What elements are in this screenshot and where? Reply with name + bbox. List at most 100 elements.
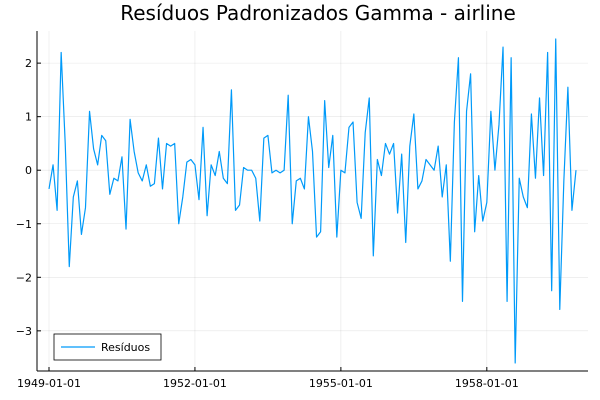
data-point [433, 169, 435, 171]
data-point [575, 169, 577, 171]
x-tick-label: 1958-01-01 [455, 377, 519, 390]
data-point [352, 121, 354, 123]
data-point [73, 196, 75, 198]
data-point [154, 183, 156, 185]
data-point [445, 164, 447, 166]
data-point [210, 164, 212, 166]
data-point [547, 52, 549, 54]
data-point [498, 124, 500, 126]
data-point [385, 143, 387, 145]
data-point [437, 145, 439, 147]
data-point [555, 38, 557, 40]
data-point [563, 180, 565, 182]
data-point [340, 169, 342, 171]
data-point [105, 140, 107, 142]
data-point [543, 175, 545, 177]
data-point [141, 180, 143, 182]
y-tick-label: 1 [25, 111, 32, 124]
data-point [97, 164, 99, 166]
data-point [287, 94, 289, 96]
data-point [405, 242, 407, 244]
data-point [85, 207, 87, 209]
data-point [170, 145, 172, 147]
data-point [117, 180, 119, 182]
data-point [389, 153, 391, 155]
data-point [283, 169, 285, 171]
data-point [482, 220, 484, 222]
data-point [421, 180, 423, 182]
data-point [470, 73, 472, 75]
data-point [551, 290, 553, 292]
data-point [145, 164, 147, 166]
data-point [198, 199, 200, 201]
data-point [300, 177, 302, 179]
data-point [129, 119, 131, 121]
data-point [466, 111, 468, 113]
data-point [348, 127, 350, 129]
data-point [368, 97, 370, 99]
data-point [514, 362, 516, 364]
data-point [486, 202, 488, 204]
data-point [462, 301, 464, 303]
data-point [377, 159, 379, 161]
data-point [527, 207, 529, 209]
data-point [77, 180, 79, 182]
data-point [206, 215, 208, 217]
data-point [494, 169, 496, 171]
data-point [251, 169, 253, 171]
data-point [450, 260, 452, 262]
data-point [174, 143, 176, 145]
y-tick-label: −2 [16, 271, 32, 284]
data-point [186, 161, 188, 163]
data-point [182, 196, 184, 198]
data-point [202, 127, 204, 129]
y-tick-label: −1 [16, 218, 32, 231]
data-point [409, 145, 411, 147]
data-point [158, 137, 160, 139]
data-point [401, 153, 403, 155]
data-point [490, 111, 492, 113]
data-point [312, 151, 314, 153]
data-point [429, 164, 431, 166]
data-point [506, 301, 508, 303]
data-point [279, 172, 281, 174]
data-point [308, 116, 310, 118]
data-point [344, 172, 346, 174]
data-point [214, 175, 216, 177]
data-point [259, 220, 261, 222]
x-tick-label: 1952-01-01 [163, 377, 227, 390]
data-point [567, 86, 569, 88]
axes: −3 −2 −1 0 1 2 1949-01-01 1952-01-01 1955-01-01 1… [16, 31, 588, 390]
data-point [227, 183, 229, 185]
data-point [316, 236, 318, 238]
data-point [121, 156, 123, 158]
data-point [247, 169, 249, 171]
data-point [101, 135, 103, 137]
data-point [162, 188, 164, 190]
data-point [243, 167, 245, 169]
data-point [52, 164, 54, 166]
y-tick-label: 0 [25, 164, 32, 177]
data-point [393, 143, 395, 145]
data-point [518, 177, 520, 179]
residuals-series-line [48, 38, 577, 364]
data-point [133, 151, 135, 153]
data-point [166, 143, 168, 145]
data-point [68, 266, 70, 268]
data-point [417, 188, 419, 190]
data-point [218, 151, 220, 153]
data-point [328, 167, 330, 169]
data-point [397, 212, 399, 214]
data-point [48, 188, 50, 190]
data-point [356, 202, 358, 204]
data-point [271, 172, 273, 174]
data-point [89, 111, 91, 113]
x-tick-label: 1949-01-01 [17, 377, 81, 390]
data-point [263, 137, 265, 139]
data-point [125, 228, 127, 230]
data-point [510, 57, 512, 59]
data-point [255, 177, 257, 179]
data-point [478, 175, 480, 177]
data-point [137, 172, 139, 174]
